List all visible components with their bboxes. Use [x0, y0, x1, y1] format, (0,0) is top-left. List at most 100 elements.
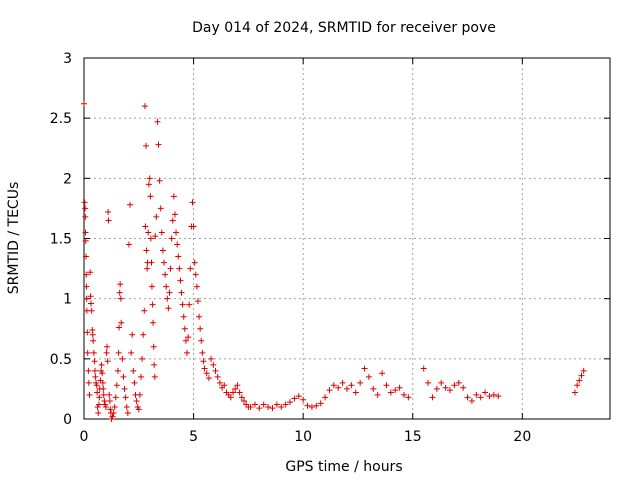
data-point: [82, 213, 89, 220]
data-point: [392, 387, 399, 394]
data-point: [136, 391, 143, 398]
data-points: [81, 100, 587, 422]
data-point: [162, 271, 169, 278]
data-point: [578, 372, 585, 379]
data-point: [145, 181, 152, 188]
data-point: [95, 401, 102, 408]
y-tick-label: 3: [63, 51, 72, 67]
data-point: [85, 379, 92, 386]
data-point: [130, 367, 137, 374]
x-tick-label: 10: [294, 429, 312, 445]
data-point: [189, 199, 196, 206]
data-point: [192, 271, 199, 278]
data-point: [81, 199, 88, 206]
chart-title: Day 014 of 2024, SRMTID for receiver pov…: [192, 20, 496, 36]
data-point: [101, 397, 108, 404]
data-point: [247, 403, 254, 410]
data-point: [113, 382, 120, 389]
data-point: [278, 403, 285, 410]
y-tick-label: 0: [63, 412, 72, 428]
data-point: [105, 209, 112, 216]
data-point: [179, 301, 186, 308]
data-point: [117, 281, 124, 288]
grid-lines: [84, 58, 610, 419]
data-point: [88, 300, 95, 307]
data-point: [93, 382, 100, 389]
data-point: [151, 361, 158, 368]
data-point: [82, 205, 89, 212]
data-point: [82, 253, 89, 260]
data-point: [129, 331, 136, 338]
data-point: [191, 259, 198, 266]
data-point: [212, 367, 219, 374]
data-point: [169, 217, 176, 224]
data-point: [152, 233, 159, 240]
data-point: [208, 355, 215, 362]
data-point: [304, 402, 311, 409]
data-point: [154, 118, 161, 125]
data-point: [330, 382, 337, 389]
data-point: [127, 201, 134, 208]
data-point: [322, 394, 329, 401]
data-point: [361, 365, 368, 372]
data-point: [155, 141, 162, 148]
data-point: [176, 265, 183, 272]
data-point: [99, 379, 106, 386]
data-point: [82, 229, 89, 236]
data-point: [165, 305, 172, 312]
data-point: [157, 205, 164, 212]
data-point: [95, 409, 102, 416]
data-point: [571, 389, 578, 396]
data-point: [164, 295, 171, 302]
data-point: [147, 193, 154, 200]
data-point: [135, 406, 142, 413]
data-point: [181, 325, 188, 332]
data-point: [230, 389, 237, 396]
data-point: [159, 247, 166, 254]
data-point: [335, 384, 342, 391]
data-point: [238, 394, 245, 401]
data-point: [128, 349, 135, 356]
data-point: [269, 405, 276, 412]
data-point: [83, 295, 90, 302]
data-point: [344, 385, 350, 392]
data-point: [83, 271, 90, 278]
y-axis-label: SRMTID / TECUs: [6, 182, 22, 295]
data-point: [141, 307, 148, 314]
data-point: [232, 385, 239, 392]
data-point: [287, 399, 294, 406]
data-point: [85, 367, 92, 374]
data-point: [352, 389, 359, 396]
plot-frame: [83, 57, 611, 420]
data-point: [210, 361, 217, 368]
data-point: [88, 307, 95, 314]
data-point: [576, 377, 583, 384]
data-point: [187, 265, 194, 272]
data-point: [438, 379, 445, 386]
data-point: [106, 391, 113, 398]
data-point: [121, 385, 128, 392]
data-point: [98, 361, 105, 368]
data-point: [167, 265, 174, 272]
y-tick-label: 0.5: [50, 352, 72, 368]
data-point: [442, 384, 449, 391]
data-point: [119, 355, 126, 362]
data-point: [91, 367, 98, 374]
data-point: [194, 298, 201, 305]
data-point: [174, 241, 181, 248]
data-point: [124, 409, 131, 416]
data-point: [107, 406, 114, 413]
data-point: [102, 403, 109, 410]
data-point: [190, 223, 197, 230]
data-point: [90, 349, 97, 356]
y-tick-label: 1: [63, 292, 72, 308]
data-point: [455, 379, 462, 386]
data-point: [105, 217, 112, 224]
data-point: [168, 235, 175, 242]
data-point: [83, 283, 90, 290]
data-point: [163, 283, 170, 290]
data-point: [112, 394, 119, 401]
data-point: [104, 343, 111, 350]
data-point: [92, 373, 99, 380]
